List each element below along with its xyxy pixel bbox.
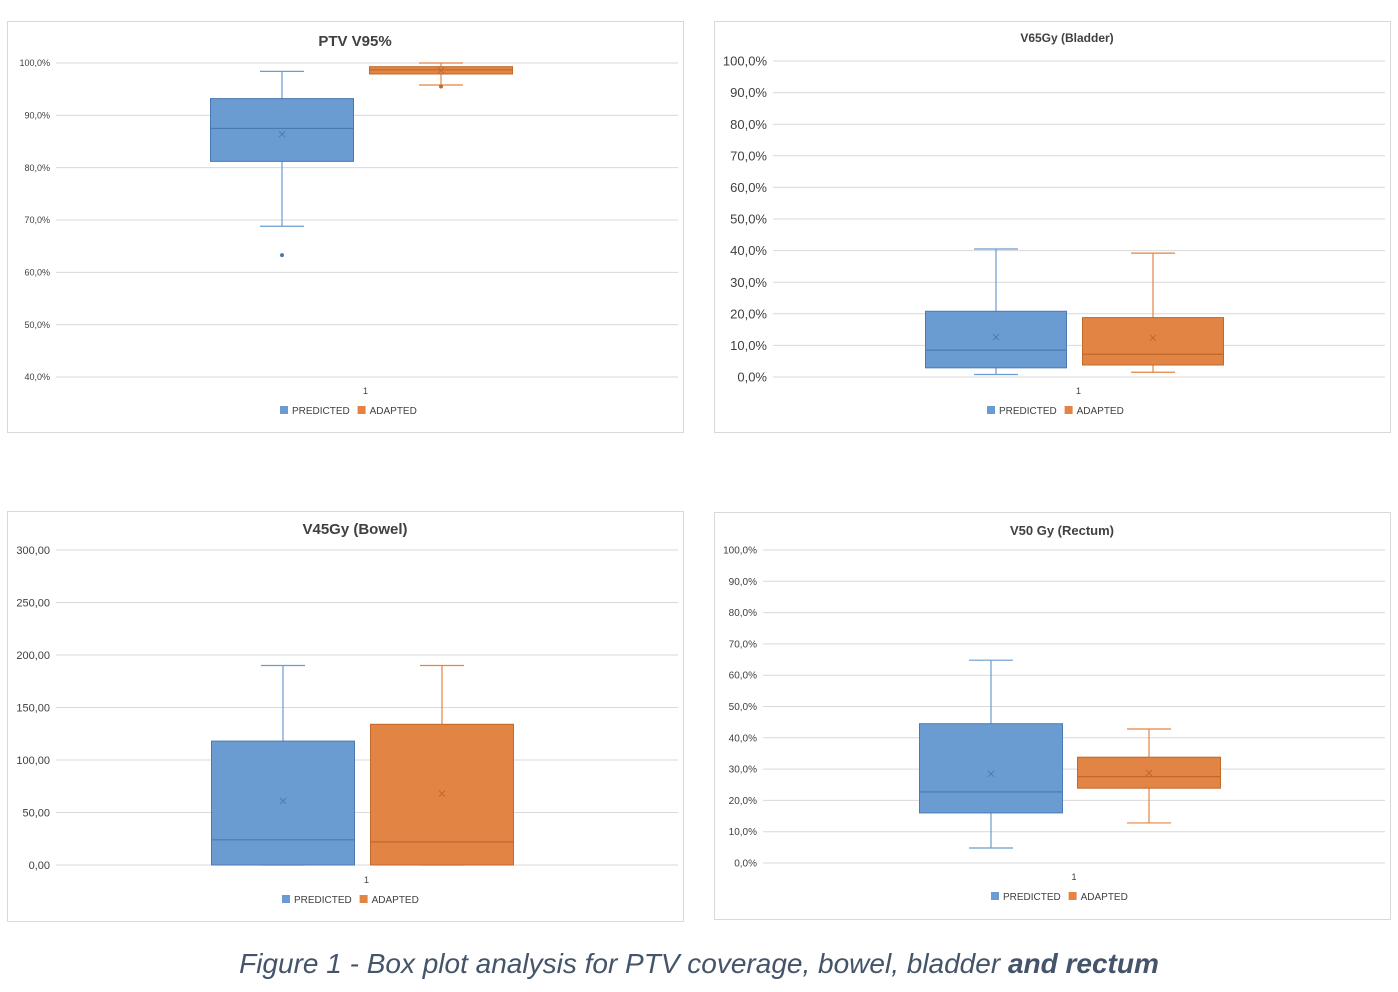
chart-panel-bowel-v45: V45Gy (Bowel) 0,00 50,00 100,00 150,00 200,00… [7,511,684,922]
y-tick-label: 70,0% [729,639,757,650]
x-category-label: 1 [1071,872,1076,882]
predicted-mean-marker [992,333,1000,341]
chart-svg-bowel-v45: V45Gy (Bowel) 0,00 50,00 100,00 150,00 200,00… [16,521,678,906]
adapted-box [370,723,514,866]
y-tick-label: 300,00 [16,545,50,557]
figure-caption: Figure 1 - Box plot analysis for PTV cov… [0,948,1398,980]
y-tick-label: 80,0% [729,608,757,619]
legend-swatch-predicted [987,406,995,414]
y-tick-label: 20,0% [730,306,767,321]
caption-emphasis: and rectum [1007,948,1159,979]
y-tick-label: 10,0% [729,827,757,838]
predicted-box [210,98,354,162]
y-tick-label: 20,0% [729,796,757,807]
legend-label-predicted: PREDICTED [292,406,350,417]
chart-title: PTV V95% [318,33,391,50]
y-tick-label: 250,00 [16,597,50,609]
predicted-box [919,723,1063,814]
y-tick-label: 100,0% [723,54,768,69]
y-tick-label: 60,0% [729,671,757,682]
legend-label-adapted: ADAPTED [372,895,419,906]
y-tick-label: 90,0% [24,110,50,120]
y-tick-label: 50,0% [730,212,767,227]
y-tick-label: 80,0% [24,163,50,173]
legend-label-predicted: PREDICTED [999,406,1057,417]
legend-label-predicted: PREDICTED [1003,892,1061,903]
legend-label-adapted: ADAPTED [1081,892,1128,903]
y-tick-label: 0,00 [29,860,50,872]
adapted-outlier-point [439,84,443,89]
y-tick-label: 50,0% [24,320,50,330]
predicted-mean-marker [987,770,995,778]
legend-label-adapted: ADAPTED [370,406,417,417]
predicted-mean-marker [278,130,286,138]
chart-title: V50 Gy (Rectum) [1010,523,1114,538]
adapted-box [1082,317,1224,366]
y-tick-label: 100,00 [16,755,50,767]
legend-label-adapted: ADAPTED [1077,406,1124,417]
legend-swatch-predicted [991,892,999,900]
chart-title: V65Gy (Bladder) [1020,31,1113,45]
caption-main: Figure 1 - Box plot analysis for PTV cov… [239,948,1008,979]
y-tick-label: 60,0% [730,180,767,195]
chart-svg-rectum-v50: V50 Gy (Rectum) 0,0% 10,0% 20,0% 30,0% 40,0% 5… [723,523,1385,903]
predicted-mean-marker [279,797,287,805]
x-category-label: 1 [364,875,369,885]
y-tick-label: 40,0% [729,733,757,744]
y-tick-label: 40,0% [24,372,50,382]
y-tick-label: 30,0% [730,275,767,290]
chart-panel-ptv-v95: PTV V95% 40,0% 50,0% 60,0% 70,0% 80,0% 90,0% 10… [7,21,684,433]
y-tick-label: 200,00 [16,650,50,662]
legend-swatch-adapted [1064,406,1073,414]
y-tick-label: 0,0% [737,370,767,385]
adapted-mean-marker [1145,769,1153,777]
legend-swatch-adapted [359,895,368,903]
y-tick-label: 30,0% [729,765,757,776]
y-tick-label: 100,0% [723,546,757,557]
predicted-box [925,310,1067,369]
legend-swatch-predicted [282,895,290,903]
chart-panel-rectum-v50: V50 Gy (Rectum) 0,0% 10,0% 20,0% 30,0% 40,0% 5… [714,512,1391,920]
y-tick-label: 80,0% [730,117,767,132]
y-tick-label: 90,0% [729,577,757,588]
y-tick-label: 70,0% [24,215,50,225]
y-tick-label: 10,0% [730,338,767,353]
adapted-mean-marker [438,790,446,797]
y-tick-label: 50,00 [22,807,50,819]
chart-title: V45Gy (Bowel) [302,521,407,538]
y-tick-label: 50,0% [729,702,757,713]
y-tick-label: 70,0% [730,148,767,163]
y-tick-label: 40,0% [730,243,767,258]
adapted-mean-marker [437,66,445,74]
legend-swatch-adapted [357,406,366,414]
chart-svg-ptv-v95: PTV V95% 40,0% 50,0% 60,0% 70,0% 80,0% 90,0% 10… [19,33,678,417]
y-tick-label: 60,0% [24,267,50,277]
y-tick-label: 100,0% [19,58,50,68]
adapted-mean-marker [1149,334,1157,342]
y-tick-label: 90,0% [730,85,767,100]
predicted-outlier-point [280,253,284,258]
legend-label-predicted: PREDICTED [294,895,352,906]
legend-swatch-adapted [1068,892,1077,900]
y-tick-label: 150,00 [16,702,50,714]
y-tick-label: 0,0% [734,859,757,870]
legend-swatch-predicted [280,406,288,414]
chart-svg-bladder-v65: V65Gy (Bladder) 0,0% 10,0% 20,0% 30,0% 40,0% 5… [723,31,1385,417]
x-category-label: 1 [363,386,368,396]
x-category-label: 1 [1076,386,1081,396]
chart-panel-bladder-v65: V65Gy (Bladder) 0,0% 10,0% 20,0% 30,0% 40,0% 5… [714,21,1391,433]
predicted-box [211,740,355,866]
